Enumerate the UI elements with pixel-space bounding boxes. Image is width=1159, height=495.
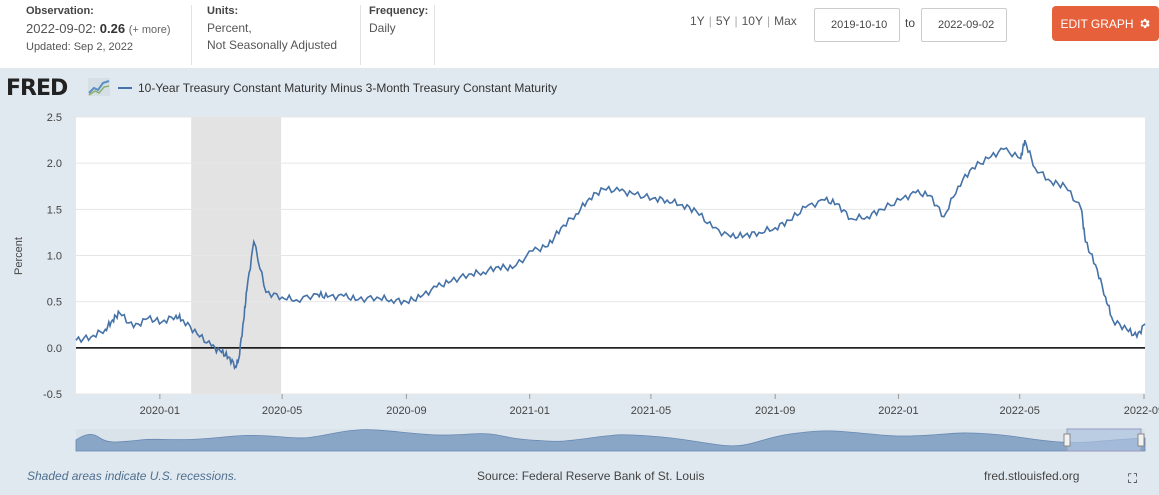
observation-more-link[interactable]: (+ more) bbox=[128, 24, 171, 36]
units-value-line2: Not Seasonally Adjusted bbox=[207, 38, 338, 52]
end-date-input[interactable] bbox=[921, 8, 1007, 42]
range-10y[interactable]: 10Y bbox=[741, 14, 763, 28]
edit-graph-button[interactable]: EDIT GRAPH bbox=[1052, 6, 1159, 41]
observation-value-line: 2022-09-02: 0.26 (+ more) bbox=[26, 20, 191, 39]
y-tick-label: 1.0 bbox=[47, 251, 62, 263]
navigator-selection[interactable] bbox=[1066, 428, 1142, 452]
range-5y[interactable]: 5Y bbox=[715, 14, 731, 28]
x-tick-label: 2021-09 bbox=[755, 405, 795, 417]
to-label: to bbox=[905, 16, 916, 30]
recession-note: Shaded areas indicate U.S. recessions. bbox=[27, 469, 238, 483]
frequency-value: Daily bbox=[369, 21, 396, 35]
x-tick-label: 2022-01 bbox=[878, 405, 918, 417]
frequency-block: Frequency: Daily bbox=[347, 5, 435, 65]
y-tick-label: 0.0 bbox=[47, 343, 62, 355]
navigator-area bbox=[75, 429, 1146, 452]
y-tick-label: -0.5 bbox=[43, 389, 62, 401]
chart-panel: FRED 10-Year Treasury Constant Maturity … bbox=[0, 68, 1159, 495]
chart-legend: 10-Year Treasury Constant Maturity Minus… bbox=[118, 81, 557, 95]
units-value-line1: Percent, bbox=[207, 21, 252, 35]
edit-graph-label: EDIT GRAPH bbox=[1060, 16, 1134, 31]
series-line[interactable] bbox=[75, 139, 1146, 371]
y-tick-label: 1.5 bbox=[47, 204, 62, 216]
start-date-input[interactable] bbox=[814, 8, 900, 42]
y-tick-label: 0.5 bbox=[47, 297, 62, 309]
observation-label: Observation: bbox=[26, 5, 94, 17]
navigator-handle-right[interactable] bbox=[1137, 433, 1145, 447]
range-selector: 1Y | 5Y | 10Y | Max bbox=[690, 14, 797, 28]
legend-series-name: 10-Year Treasury Constant Maturity Minus… bbox=[138, 81, 558, 95]
navigator[interactable] bbox=[75, 428, 1146, 452]
x-tick-label: 2020-09 bbox=[386, 405, 426, 417]
frequency-label: Frequency: bbox=[369, 5, 429, 17]
chart-line-icon bbox=[88, 78, 110, 96]
x-tick-label: 2020-01 bbox=[140, 405, 180, 417]
fullscreen-icon[interactable]: ⛶ bbox=[1128, 471, 1138, 486]
x-tick-label: 2022-05 bbox=[1000, 405, 1040, 417]
x-tick-label: 2020-05 bbox=[262, 405, 302, 417]
y-tick-label: 2.5 bbox=[47, 112, 62, 124]
fred-logo: FRED bbox=[6, 76, 68, 101]
x-tick-label: 2021-01 bbox=[509, 405, 549, 417]
header-bar: Observation: 2022-09-02: 0.26 (+ more) U… bbox=[0, 0, 1159, 68]
range-1y[interactable]: 1Y bbox=[690, 14, 705, 28]
x-tick-label: 2022-09 bbox=[1124, 405, 1159, 417]
observation-block: Observation: 2022-09-02: 0.26 (+ more) U… bbox=[4, 5, 192, 65]
x-tick-label: 2021-05 bbox=[631, 405, 671, 417]
units-label: Units: bbox=[207, 5, 239, 17]
observation-date: 2022-09-02: bbox=[26, 21, 97, 36]
source-text: Source: Federal Reserve Bank of St. Loui… bbox=[477, 469, 705, 483]
updated-date: Updated: Sep 2, 2022 bbox=[26, 41, 134, 53]
observation-value: 0.26 bbox=[99, 21, 126, 36]
chart: 2.5 2.0 1.5 1.0 0.5 0.0 -0.5 2020-01 2020-05 202… bbox=[13, 112, 1159, 452]
y-axis-title: Percent bbox=[13, 237, 25, 275]
navigator-handle-left[interactable] bbox=[1063, 433, 1071, 447]
units-block: Units: Percent, Not Seasonally Adjusted bbox=[185, 5, 361, 65]
gear-icon bbox=[1140, 18, 1150, 29]
range-max[interactable]: Max bbox=[774, 14, 797, 28]
legend-swatch bbox=[118, 87, 132, 89]
y-tick-label: 2.0 bbox=[47, 158, 62, 170]
site-link[interactable]: fred.stlouisfed.org bbox=[984, 469, 1080, 483]
